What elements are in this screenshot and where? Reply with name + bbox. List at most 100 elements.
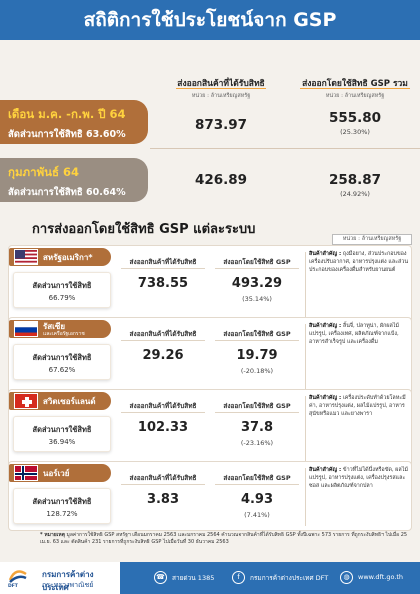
- products-list: ลิ้นจี่, ปลาทูน่า, ผักผลไม้แปรรูป, เครื่…: [309, 323, 400, 346]
- col-unit: หน่วย : ล้านเหรียญสหรัฐ: [325, 93, 385, 99]
- vertical-divider: [305, 396, 306, 462]
- products-text: สินค้าสำคัญ : ลิ้นจี่, ปลาทูน่า, ผักผลไม…: [309, 322, 409, 347]
- gsp-value: 37.8: [240, 420, 274, 435]
- share-box: สัดส่วนการใช้สิทธิ 128.72%: [13, 488, 111, 524]
- gsp-value: 4.93: [240, 492, 274, 507]
- share-box: สัดส่วนการใช้สิทธิ 67.62%: [13, 344, 111, 380]
- russia-flag-icon: [14, 321, 38, 337]
- page-title: สถิติการใช้ประโยชน์จาก GSP: [83, 9, 337, 31]
- country-bar: รัสเซีย และเครือรัฐเอกราช: [9, 320, 111, 338]
- footnote-label: * หมายเหตุ: [40, 532, 65, 538]
- summary-share: สัดส่วนการใช้สิทธิ 63.60%: [8, 129, 126, 140]
- col-head-exports: ส่งออกสินค้าที่ได้รับสิทธิ: [129, 402, 197, 410]
- products-list: ถุงมือยาง, ส่วนประกอบของเครื่องปรับอากาศ…: [309, 251, 409, 274]
- col-head-gsp: ส่งออกโดยใช้สิทธิ GSP: [223, 330, 291, 338]
- col-divider: [121, 412, 205, 413]
- norway-flag-icon: [14, 465, 38, 481]
- col-divider: [176, 88, 266, 89]
- globe-icon: ◍: [340, 571, 353, 584]
- gsp-value: 493.29: [231, 276, 283, 291]
- exports-value: 102.33: [137, 420, 189, 435]
- exports-value: 3.83: [146, 492, 180, 507]
- col-head-gsp: ส่งออกโดยใช้สิทธิ GSP: [223, 474, 291, 482]
- share-label: สัดส่วนการใช้สิทธิ: [32, 425, 92, 434]
- products-label: สินค้าสำคัญ :: [309, 395, 342, 401]
- country-subname: และเครือรัฐเอกราช: [43, 331, 85, 337]
- section-title: การส่งออกโดยใช้สิทธิ GSP แต่ละระบบ: [32, 222, 256, 237]
- col-divider: [121, 340, 205, 341]
- share-label: สัดส่วนการใช้สิทธิ: [32, 497, 92, 506]
- col-head-exports: ส่งออกสินค้าที่ได้รับสิทธิ: [129, 258, 197, 266]
- products-label: สินค้าสำคัญ :: [309, 251, 342, 257]
- usa-flag-icon: [14, 249, 38, 265]
- col-divider: [215, 268, 299, 269]
- summary-exports-value: 426.89: [194, 172, 248, 188]
- country-card-russia: รัสเซีย และเครือรัฐเอกราช สัดส่วนการใช้ส…: [8, 317, 412, 395]
- country-bar: สหรัฐอเมริกา*: [9, 248, 111, 266]
- share-box: สัดส่วนการใช้สิทธิ 66.79%: [13, 272, 111, 308]
- country-name: นอร์เวย์: [43, 469, 70, 478]
- share-label: สัดส่วนการใช้สิทธิ: [32, 281, 92, 290]
- share-value: 67.62%: [48, 366, 76, 374]
- summary-gsp-value: 555.80: [328, 110, 382, 126]
- facebook-link[interactable]: กรมการค้าต่างประเทศ DFT: [250, 574, 329, 582]
- vertical-divider: [305, 468, 306, 526]
- country-bar: นอร์เวย์: [9, 464, 111, 482]
- vertical-divider: [305, 252, 306, 318]
- col-unit: หน่วย : ล้านเหรียญสหรัฐ: [191, 93, 251, 99]
- ministry-name: กระทรวงพาณิชย์: [42, 581, 94, 589]
- phone-icon: ☎: [154, 571, 167, 584]
- summary-period: เดือน ม.ค. -ก.พ. ปี 64: [8, 107, 126, 121]
- col-head-gsp: ส่งออกโดยใช้สิทธิ GSP: [223, 258, 291, 266]
- country-card-usa: สหรัฐอเมริกา* สัดส่วนการใช้สิทธิ 66.79% …: [8, 245, 412, 323]
- gsp-pct: (7.41%): [244, 511, 270, 519]
- footer-bar: DFT กรมการค้าต่างประเทศ กระทรวงพาณิชย์ ☎…: [0, 562, 420, 594]
- col-divider: [121, 484, 205, 485]
- facebook-icon: f: [232, 571, 245, 584]
- col-divider: [300, 88, 410, 89]
- summary-label-jan-feb: เดือน ม.ค. -ก.พ. ปี 64 สัดส่วนการใช้สิทธ…: [0, 100, 148, 144]
- summary-exports-value: 873.97: [194, 117, 248, 133]
- summary-label-feb: กุมภาพันธ์ 64 สัดส่วนการใช้สิทธิ 60.64%: [0, 158, 148, 202]
- col-divider: [215, 412, 299, 413]
- col-divider: [121, 268, 205, 269]
- summary-gsp-value: 258.87: [328, 172, 382, 188]
- country-card-norway: นอร์เวย์ สัดส่วนการใช้สิทธิ 128.72% ส่งอ…: [8, 461, 412, 531]
- col-head-exports: ส่งออกสินค้าที่ได้รับสิทธิ: [177, 79, 265, 89]
- org-name: กรมการค้าต่างประเทศ: [42, 570, 94, 592]
- footnote: * หมายเหตุ มูลค่าการใช้สิทธิ GSP สหรัฐฯ …: [40, 532, 414, 546]
- country-name: สหรัฐอเมริกา*: [43, 253, 93, 262]
- summary-share: สัดส่วนการใช้สิทธิ 60.64%: [8, 187, 126, 198]
- share-value: 128.72%: [46, 510, 78, 518]
- footnote-text: มูลค่าการใช้สิทธิ GSP สหรัฐฯ เดือนมกราคม…: [40, 532, 408, 545]
- dft-short-label: DFT: [8, 584, 18, 589]
- col-head-gsp-total: ส่งออกโดยใช้สิทธิ GSP รวม: [302, 79, 408, 89]
- col-head-gsp: ส่งออกโดยใช้สิทธิ GSP: [223, 402, 291, 410]
- share-box: สัดส่วนการใช้สิทธิ 36.94%: [13, 416, 111, 452]
- products-list: ข้าวที่ไม่ได้นึ่งหรือขัด, ผลไม้แปรรูป, อ…: [309, 467, 409, 490]
- country-card-switzerland: สวิตเซอร์แลนด์ สัดส่วนการใช้สิทธิ 36.94%…: [8, 389, 412, 467]
- col-divider: [215, 484, 299, 485]
- col-head-exports: ส่งออกสินค้าที่ได้รับสิทธิ: [129, 474, 197, 482]
- country-bar: สวิตเซอร์แลนด์: [9, 392, 111, 410]
- gsp-pct: (35.14%): [242, 295, 272, 303]
- summary-gsp-pct: (25.30%): [340, 128, 370, 136]
- products-text: สินค้าสำคัญ : ถุงมือยาง, ส่วนประกอบของเค…: [309, 250, 409, 275]
- summary-divider: [150, 148, 420, 149]
- dft-logo-box: DFT กรมการค้าต่างประเทศ กระทรวงพาณิชย์: [0, 562, 120, 594]
- switzerland-flag-icon: [14, 393, 38, 409]
- summary-gsp-pct: (24.92%): [340, 190, 370, 198]
- hotline-link[interactable]: สายด่วน 1385: [172, 574, 215, 582]
- share-value: 66.79%: [48, 294, 76, 302]
- gsp-pct: (-23.16%): [240, 439, 274, 447]
- dft-logo-icon: [8, 570, 27, 583]
- exports-value: 738.55: [137, 276, 189, 291]
- website-link[interactable]: www.dft.go.th: [358, 573, 404, 581]
- vertical-divider: [305, 324, 306, 390]
- section-unit: หน่วย : ล้านเหรียญสหรัฐ: [332, 234, 412, 245]
- gsp-value: 19.79: [236, 348, 278, 363]
- summary-period: กุมภาพันธ์ 64: [8, 165, 80, 179]
- country-name: รัสเซีย: [43, 322, 66, 331]
- share-label: สัดส่วนการใช้สิทธิ: [32, 353, 92, 362]
- country-name: สวิตเซอร์แลนด์: [43, 397, 96, 406]
